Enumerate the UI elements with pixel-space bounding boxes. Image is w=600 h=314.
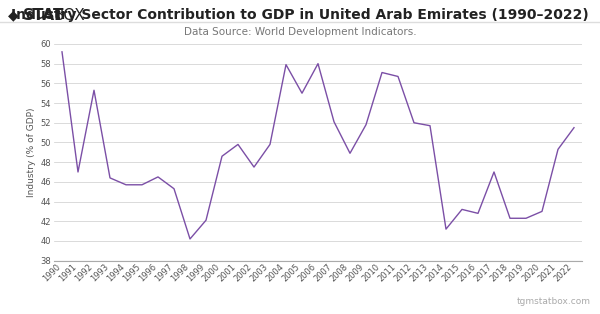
Text: BOX: BOX bbox=[53, 8, 85, 23]
Text: ◆: ◆ bbox=[8, 8, 19, 22]
Text: STAT: STAT bbox=[23, 8, 64, 23]
Text: Industry Sector Contribution to GDP in United Arab Emirates (1990–2022): Industry Sector Contribution to GDP in U… bbox=[11, 8, 589, 22]
Text: Data Source: World Development Indicators.: Data Source: World Development Indicator… bbox=[184, 27, 416, 37]
Y-axis label: Industry (% of GDP): Industry (% of GDP) bbox=[28, 107, 37, 197]
Text: tgmstatbox.com: tgmstatbox.com bbox=[517, 297, 591, 306]
